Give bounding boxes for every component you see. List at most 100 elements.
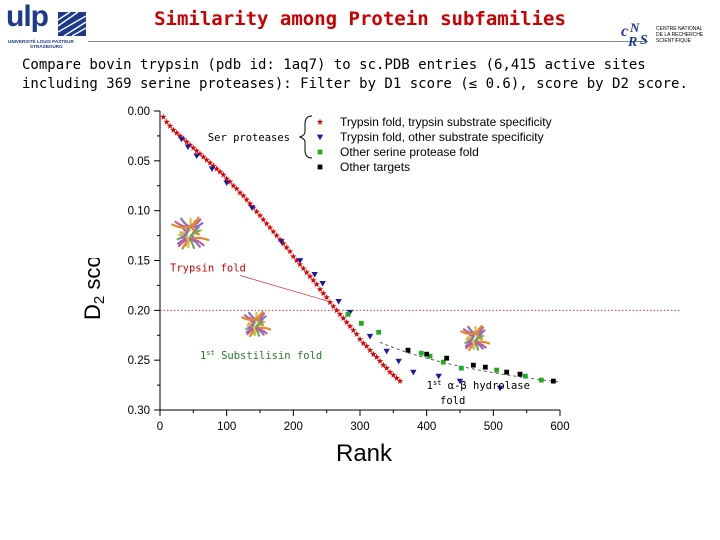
data-point (178, 136, 185, 143)
data-point (410, 369, 417, 376)
x-tick-label: 400 (417, 421, 436, 433)
x-tick-label: 300 (350, 421, 369, 433)
molecule-strand (460, 324, 483, 335)
data-point (236, 189, 244, 196)
data-point (243, 196, 250, 203)
data-point (166, 122, 174, 129)
chart-axes: 0.00 0.05 0.10 0.15 0.20 0.25 0.30 0 100 200 300 40… (128, 106, 680, 433)
legend-marker (317, 164, 323, 170)
data-point (278, 239, 285, 245)
data-point (248, 205, 256, 211)
data-point (183, 138, 190, 145)
data-point (286, 248, 294, 255)
data-point (458, 365, 464, 371)
series-3 (345, 311, 544, 383)
ulp-logo-text: ulp (6, 0, 49, 33)
data-point (200, 153, 207, 160)
data-point (383, 364, 390, 371)
annotation-label: 1st α-β hydrolase (427, 379, 530, 392)
molecule-strand (246, 324, 257, 337)
data-point (343, 318, 350, 326)
data-point (504, 369, 510, 375)
svg-text:N: N (629, 20, 640, 35)
data-point (184, 144, 192, 151)
data-point (427, 353, 433, 359)
molecule-strand (171, 216, 200, 229)
data-point (176, 132, 184, 139)
data-point (173, 129, 180, 136)
data-point (340, 314, 347, 322)
data-point (376, 357, 384, 364)
data-point (496, 385, 504, 392)
y-axis-label: D2 score (78, 236, 128, 334)
data-point (336, 310, 344, 318)
x-tick-label: 200 (284, 421, 303, 433)
data-point (256, 212, 264, 219)
subtilisin-molecule-image (241, 310, 272, 338)
ulp-flag-icon (58, 12, 86, 36)
data-point (260, 216, 267, 223)
annotation-label: 1st Substilisin fold (200, 349, 322, 362)
data-point (376, 329, 382, 335)
chart-annotations: Trypsin fold 1st Substilisin fold 1st α-β … (170, 262, 530, 407)
x-tick-label: 100 (217, 421, 236, 433)
data-point (273, 232, 280, 239)
data-point (366, 333, 374, 340)
data-point (253, 208, 260, 215)
data-point (233, 185, 240, 192)
data-point (323, 293, 330, 301)
svg-text:S: S (640, 33, 648, 48)
data-point (193, 153, 200, 160)
cnrs-logo-icon: c N R S (621, 20, 648, 50)
data-point (220, 171, 227, 178)
trypsin-fold-leader (239, 275, 333, 303)
data-point (350, 326, 357, 334)
data-point (303, 269, 310, 276)
data-point (444, 355, 450, 361)
data-point (386, 368, 394, 375)
legend-marker (316, 134, 324, 141)
data-point (196, 150, 204, 157)
molecule-strand (465, 341, 487, 350)
x-axis-label: Rank (336, 440, 393, 467)
data-point (370, 350, 377, 357)
y-tick-label: 0.10 (128, 206, 150, 218)
data-point (193, 147, 200, 154)
molecule-strand (465, 338, 476, 351)
molecule-strand (246, 327, 268, 336)
legend-bracket-label: Ser proteases (208, 132, 290, 144)
data-point (170, 126, 177, 133)
data-point (390, 371, 397, 378)
annotation-label: Trypsin fold (170, 262, 246, 274)
data-point (366, 346, 374, 353)
data-point (356, 335, 364, 342)
page-title: Similarity among Protein subfamilies (154, 8, 566, 30)
data-point (470, 362, 476, 368)
data-point (240, 192, 247, 199)
data-point (395, 358, 402, 365)
legend-marker (316, 118, 324, 125)
legend-label: Other serine protease fold (340, 145, 479, 159)
data-point (405, 347, 411, 353)
data-point (206, 159, 214, 166)
y-tick-label: 0.25 (128, 355, 150, 367)
data-point (223, 175, 230, 182)
title-divider (88, 41, 648, 42)
data-point (280, 240, 287, 247)
data-point (396, 377, 404, 384)
series-4 (405, 347, 556, 384)
data-point (293, 257, 300, 264)
trypsin-molecule-image (171, 216, 210, 250)
data-point (310, 277, 317, 284)
data-point (263, 220, 270, 227)
legend-marker (317, 149, 323, 155)
data-point (345, 311, 351, 317)
data-point (320, 289, 327, 297)
data-point (283, 244, 290, 251)
data-point (213, 165, 220, 172)
legend-bracket (298, 115, 313, 159)
y-tick-label: 0.05 (128, 156, 150, 168)
data-point (266, 224, 274, 231)
trend-curve (379, 341, 561, 383)
molecule-strand (177, 233, 190, 249)
